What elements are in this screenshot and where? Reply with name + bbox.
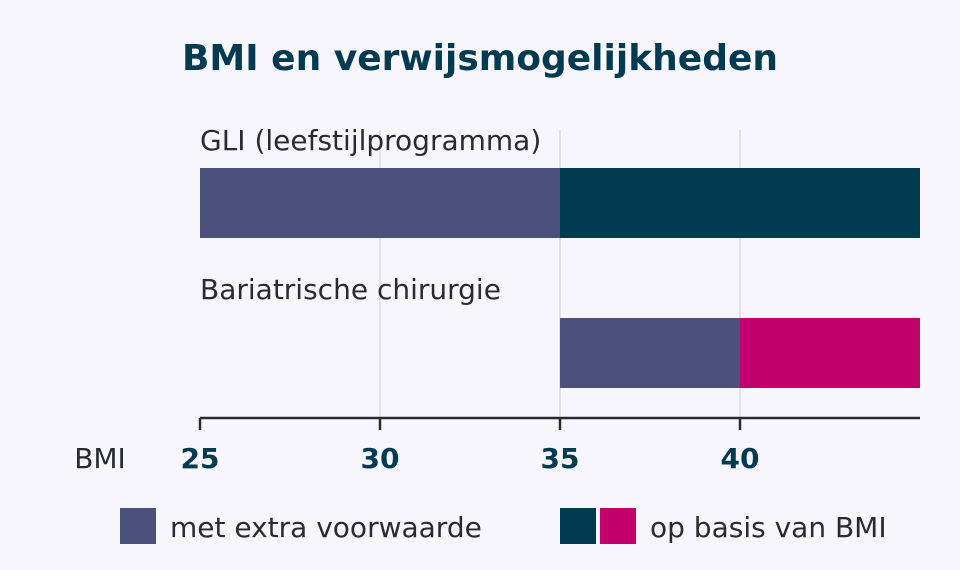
category-label: GLI (leefstijlprogramma) [200, 124, 541, 157]
legend-swatch [120, 508, 156, 544]
legend-swatch [560, 508, 596, 544]
bar-segment [560, 168, 920, 238]
legend-label: met extra voorwaarde [170, 511, 482, 544]
bar-segment [560, 318, 740, 388]
bar-segment [740, 318, 920, 388]
category-label: Bariatrische chirurgie [200, 273, 501, 306]
legend-swatch [600, 508, 636, 544]
chart-title: BMI en verwijsmogelijkheden [182, 38, 778, 79]
legend: met extra voorwaarde op basis van BMI [120, 508, 887, 544]
x-tick-label: 40 [721, 442, 760, 475]
bar-segment [200, 168, 560, 238]
x-axis: 25 30 35 40 [181, 416, 920, 475]
bars: GLI (leefstijlprogramma) Bariatrische chi… [200, 124, 920, 388]
x-tick-label: 25 [181, 442, 220, 475]
x-axis-title: BMI [74, 442, 126, 475]
x-tick-label: 30 [361, 442, 400, 475]
legend-label: op basis van BMI [650, 511, 887, 544]
x-tick-label: 35 [541, 442, 580, 475]
